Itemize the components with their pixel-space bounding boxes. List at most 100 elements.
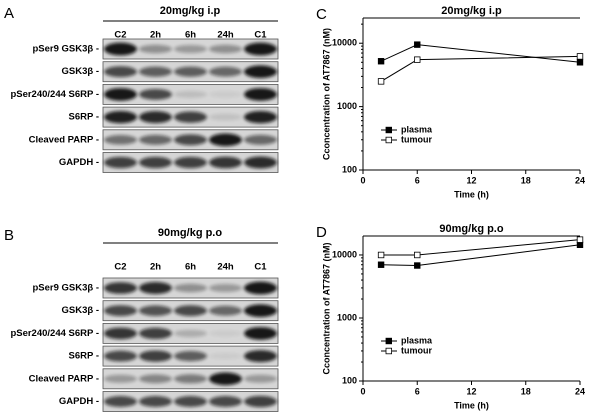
band [174, 66, 207, 77]
y-axis-label: Cconcentration of AT7867 (nM) [321, 242, 331, 374]
band [174, 351, 207, 362]
x-tick-label: 18 [521, 386, 531, 396]
point [576, 59, 584, 66]
blot-title: 20mg/kg i.p [160, 5, 221, 17]
row-label: GSK3β - [62, 305, 99, 316]
band [104, 156, 137, 169]
band [209, 352, 242, 360]
x-tick-label: 6 [415, 386, 420, 396]
lane-label: C2 [114, 30, 126, 41]
x-tick-label: 0 [360, 386, 365, 396]
chart-title: 20mg/kg i.p [441, 5, 502, 17]
band [104, 327, 137, 340]
band [244, 42, 277, 56]
row-label: Cleaved PARP - [29, 373, 99, 384]
band [104, 282, 137, 294]
point [377, 261, 385, 268]
chart-title: 90mg/kg p.o [439, 223, 503, 235]
band [104, 305, 137, 317]
row-label: S6RP - [69, 112, 99, 123]
band [244, 281, 277, 295]
lane-label: 6h [185, 30, 196, 41]
band [174, 283, 207, 293]
band [209, 156, 242, 169]
blot-title: 90mg/kg p.o [158, 227, 222, 239]
band [244, 156, 277, 169]
y-tick-label: 1000 [337, 101, 357, 111]
band [209, 396, 242, 407]
x-axis-label: Time (h) [454, 189, 489, 199]
band [139, 66, 172, 77]
band [104, 42, 137, 56]
y-axis-label: Cconcentration of AT7867 (nM) [321, 28, 331, 160]
row-label: GAPDH - [59, 157, 99, 168]
band [174, 329, 207, 338]
panel-label: D [316, 224, 327, 241]
band [104, 88, 137, 101]
band [244, 88, 277, 101]
x-tick-label: 18 [521, 175, 531, 185]
band [209, 91, 242, 98]
band [209, 113, 242, 121]
lane-label: 2h [150, 262, 161, 273]
band [174, 111, 207, 123]
band [209, 66, 242, 77]
band [104, 350, 137, 362]
legend-marker [385, 126, 392, 134]
legend-marker [385, 337, 392, 345]
x-tick-label: 6 [415, 175, 420, 185]
legend-label: tumour [401, 134, 432, 144]
series-line [380, 44, 581, 63]
row-label: pSer240/244 S6RP - [10, 89, 99, 100]
band [139, 282, 172, 294]
band [139, 374, 172, 384]
point [377, 78, 385, 85]
band [209, 330, 242, 337]
band [209, 305, 242, 316]
row-label: S6RP - [69, 351, 99, 362]
band [244, 374, 277, 383]
band [244, 65, 277, 79]
band [174, 134, 207, 146]
band [174, 305, 207, 317]
y-tick-label: 100 [342, 375, 357, 385]
band [174, 156, 207, 169]
band [209, 44, 242, 54]
band [174, 396, 207, 407]
x-axis-label: Time (h) [454, 400, 489, 410]
band [244, 350, 277, 363]
band [244, 134, 277, 145]
y-tick-label: 100 [342, 164, 357, 174]
band [174, 90, 207, 98]
row-label: GAPDH - [59, 396, 99, 407]
band [139, 396, 172, 407]
panel-label: B [4, 227, 14, 244]
x-tick-label: 12 [466, 386, 476, 396]
legend-label: plasma [401, 335, 433, 345]
point [414, 41, 421, 48]
band [244, 304, 277, 318]
band [104, 135, 137, 145]
series-line [381, 239, 581, 256]
panel-label: C [316, 6, 327, 23]
band [139, 88, 172, 100]
x-tick-label: 24 [575, 175, 585, 185]
band [244, 110, 277, 124]
lane-label: C1 [254, 262, 267, 273]
lane-label: 2h [150, 30, 161, 41]
lane-label: C2 [114, 262, 126, 273]
point [414, 56, 421, 63]
band [104, 110, 137, 124]
band [209, 283, 242, 293]
panel-label: A [4, 5, 14, 22]
lane-label: 24h [217, 262, 234, 273]
row-label: Cleaved PARP - [29, 134, 99, 145]
point [576, 53, 584, 60]
band [209, 133, 242, 147]
band [139, 44, 172, 54]
legend-label: tumour [401, 345, 432, 355]
row-label: pSer240/244 S6RP - [10, 328, 99, 339]
lane-label: 24h [217, 30, 234, 41]
lane-label: C1 [254, 30, 267, 41]
